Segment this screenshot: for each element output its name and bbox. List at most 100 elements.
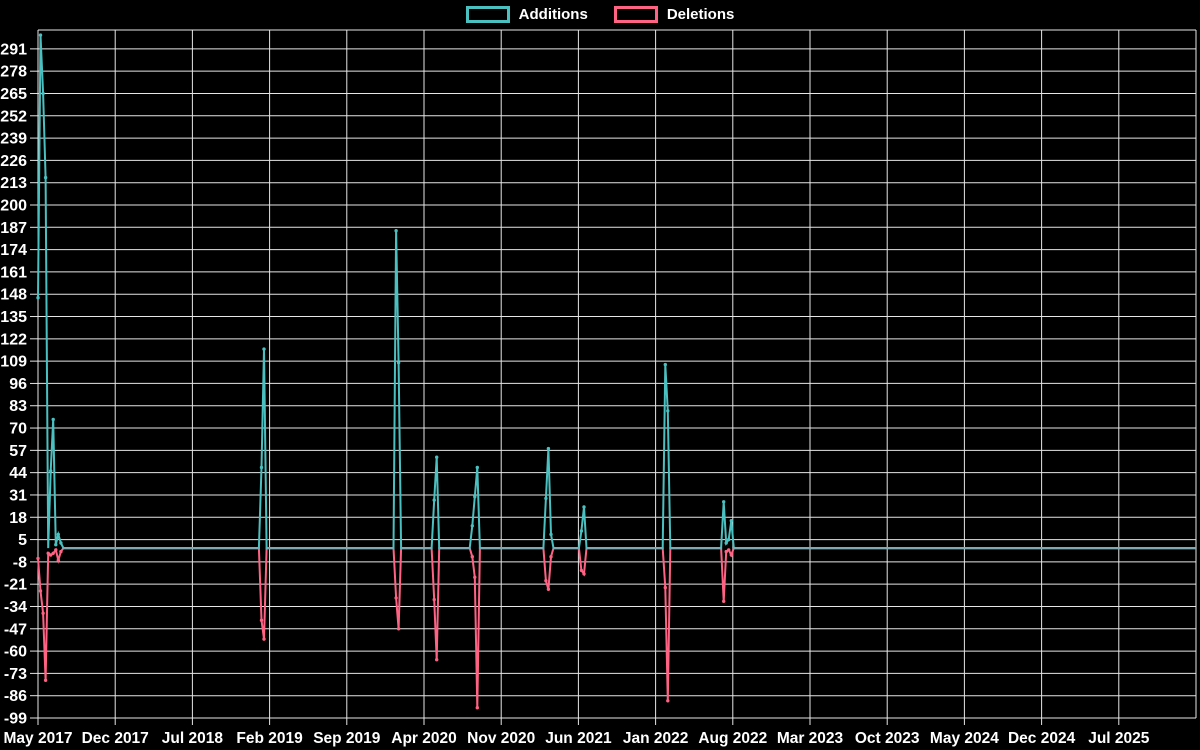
x-tick-label: Dec 2017 — [82, 730, 149, 747]
additions-point-marker — [36, 296, 40, 300]
x-tick-label: Feb 2019 — [236, 730, 303, 747]
deletions-point-marker — [432, 597, 436, 602]
y-tick-label: 83 — [9, 398, 27, 415]
x-axis-labels: May 2017 Dec 2017 Jul 2018 Feb 2019 Sep 2019… — [4, 730, 1150, 747]
deletions-point-marker — [43, 678, 48, 682]
additions-point-marker — [544, 496, 548, 501]
y-tick-label: -8 — [13, 554, 27, 571]
legend-item-deletions[interactable]: Deletions — [613, 6, 735, 23]
y-tick-label: -34 — [4, 599, 27, 616]
x-tick-label: Jul 2018 — [162, 730, 224, 747]
additions-point-marker — [724, 541, 728, 545]
additions-swatch-icon — [465, 6, 510, 23]
y-tick-label: 265 — [0, 86, 27, 103]
y-tick-label: 44 — [9, 465, 27, 482]
additions-point-marker — [59, 541, 63, 545]
y-tick-label: 109 — [0, 354, 27, 371]
x-tick-label: Oct 2023 — [855, 730, 920, 747]
deletions-point-marker — [473, 575, 477, 579]
y-tick-label: 18 — [9, 510, 27, 527]
deletions-point-marker — [49, 553, 53, 557]
deletions-point-marker — [59, 549, 63, 554]
y-tick-label: 278 — [0, 64, 27, 81]
additions-point-marker — [470, 524, 474, 528]
y-tick-label: 70 — [9, 421, 27, 438]
deletions-point-marker — [36, 556, 40, 561]
additions-point-marker — [38, 33, 43, 37]
y-tick-label: 148 — [0, 287, 27, 304]
additions-point-marker — [394, 229, 398, 233]
data-point-markers — [36, 33, 733, 710]
y-tick-label: -21 — [4, 577, 27, 594]
x-tick-label: Mar 2023 — [777, 730, 844, 747]
deletions-point-marker — [724, 549, 728, 554]
additions-point-marker — [259, 465, 264, 470]
y-tick-label: 161 — [0, 264, 27, 281]
additions-point-marker — [262, 347, 266, 351]
deletions-point-marker — [475, 706, 479, 710]
additions-point-marker — [582, 505, 586, 509]
x-tick-label: Jul 2025 — [1088, 730, 1150, 747]
additions-point-marker — [432, 498, 436, 502]
y-tick-label: -99 — [4, 711, 27, 728]
x-tick-label: Nov 2020 — [467, 730, 535, 747]
y-tick-label: -73 — [4, 666, 27, 683]
additions-point-marker — [51, 417, 55, 422]
chart-legend: Additions Deletions — [0, 6, 1200, 23]
y-tick-label: 187 — [0, 220, 27, 237]
additions-point-marker — [722, 500, 726, 504]
deletions-point-marker — [579, 568, 584, 573]
additions-series-line — [37, 35, 1196, 550]
y-tick-label: -60 — [4, 644, 27, 661]
deletions-point-marker — [663, 585, 667, 590]
deletions-swatch-icon — [613, 6, 658, 23]
deletions-point-marker — [51, 551, 55, 555]
axis-tick-marks — [30, 48, 1120, 725]
additions-point-marker — [546, 446, 551, 451]
grid-lines — [37, 29, 1197, 719]
x-tick-label: May 2024 — [930, 730, 999, 747]
additions-point-marker — [473, 495, 477, 499]
y-tick-label: 5 — [18, 532, 27, 549]
y-tick-label: 174 — [0, 242, 27, 259]
y-tick-label: -47 — [4, 621, 27, 638]
additions-point-marker — [727, 537, 731, 542]
deletions-point-marker — [56, 558, 60, 562]
deletions-point-marker — [729, 553, 733, 557]
deletions-point-marker — [38, 589, 43, 593]
deletions-point-marker — [727, 548, 731, 552]
y-tick-label: 135 — [0, 309, 27, 326]
deletions-point-marker — [666, 699, 670, 703]
deletions-point-marker — [394, 596, 398, 600]
x-tick-label: Aug 2022 — [698, 730, 767, 747]
additions-point-marker — [579, 529, 584, 533]
y-tick-label: 252 — [0, 108, 27, 125]
additions-point-marker — [41, 91, 45, 96]
x-tick-label: Jun 2021 — [545, 730, 612, 747]
deletions-point-marker — [470, 555, 474, 559]
y-axis-labels: 291 278 265 252 239 226 213 200 187 174 161 148 135 1… — [0, 41, 27, 727]
additions-point-marker — [435, 455, 439, 459]
legend-label-deletions: Deletions — [666, 6, 735, 23]
deletions-point-marker — [54, 548, 58, 552]
x-tick-label: Jan 2022 — [623, 730, 689, 747]
y-tick-label: -86 — [4, 688, 27, 705]
legend-item-additions[interactable]: Additions — [465, 6, 588, 23]
y-tick-label: 57 — [9, 443, 27, 460]
deletions-series-line — [37, 547, 1196, 708]
deletions-point-marker — [396, 627, 401, 631]
y-tick-label: 226 — [0, 153, 27, 170]
additions-point-marker — [54, 543, 58, 547]
additions-point-marker — [56, 532, 60, 537]
x-tick-label: Apr 2020 — [391, 730, 456, 747]
additions-point-marker — [49, 469, 53, 473]
deletions-point-marker — [259, 618, 264, 622]
additions-point-marker — [396, 361, 401, 365]
additions-point-marker — [43, 175, 48, 180]
additions-point-marker — [475, 465, 479, 470]
x-tick-label: Sep 2019 — [313, 730, 381, 747]
x-tick-label: May 2017 — [4, 730, 73, 747]
y-tick-label: 291 — [0, 41, 27, 58]
x-tick-label: Dec 2024 — [1008, 730, 1076, 747]
